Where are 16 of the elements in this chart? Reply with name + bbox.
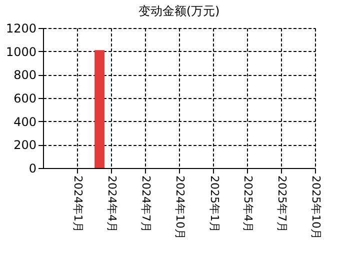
x-tick-label: 2024年4月	[106, 176, 119, 232]
x-tick-label: 2024年1月	[72, 176, 85, 232]
y-tick-label: 0	[28, 162, 36, 176]
x-tick-label: 2024年10月	[174, 176, 187, 240]
x-tick-label: 2025年10月	[310, 176, 322, 240]
x-tick-label: 2025年1月	[208, 176, 221, 232]
y-tick-label: 1000	[6, 44, 36, 59]
y-tick-label: 200	[14, 138, 36, 152]
chart-title: 变动金额(万元)	[138, 4, 220, 18]
x-tick-label: 2024年7月	[139, 176, 152, 232]
y-tick-label: 600	[14, 92, 36, 106]
y-tick-label: 800	[14, 68, 36, 82]
x-tick-label: 2025年4月	[241, 176, 254, 232]
x-tick-label: 2025年7月	[275, 176, 288, 232]
y-tick-label: 400	[14, 114, 36, 129]
y-tick-label: 1200	[6, 22, 36, 36]
